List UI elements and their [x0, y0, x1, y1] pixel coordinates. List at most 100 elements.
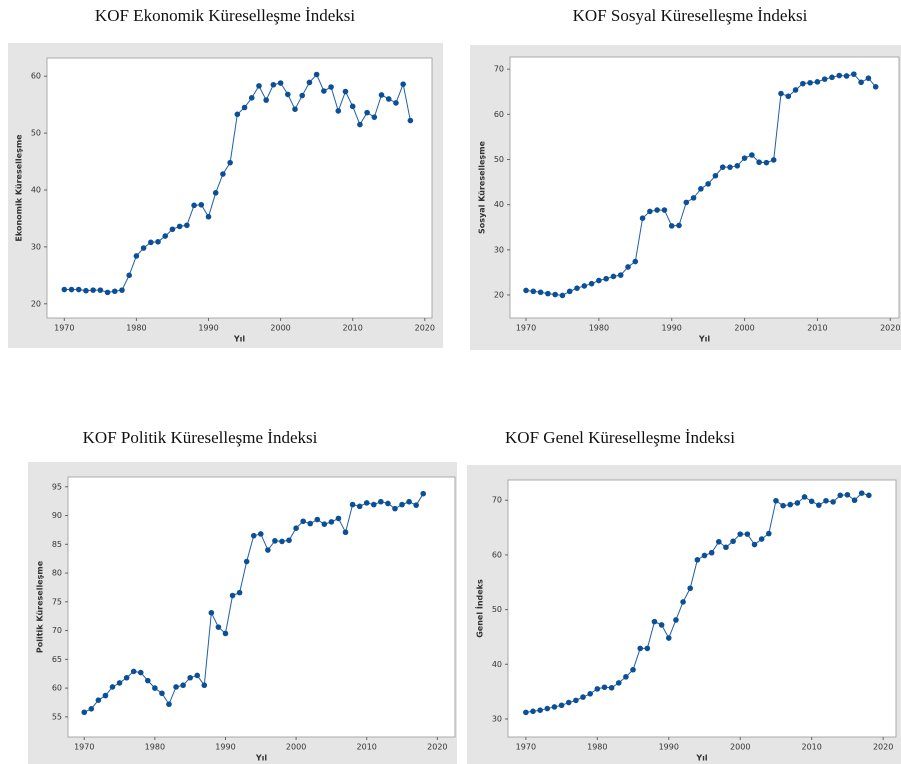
- data-point: [668, 223, 675, 229]
- data-point: [400, 81, 406, 87]
- data-point: [694, 557, 701, 563]
- data-point: [851, 497, 858, 504]
- data-point: [647, 208, 653, 215]
- data-point: [705, 181, 711, 187]
- plot-area: [67, 476, 456, 738]
- x-tick-label: 2020: [880, 324, 900, 333]
- data-point: [801, 494, 808, 500]
- x-tick-label: 2010: [802, 743, 822, 752]
- data-point: [851, 71, 857, 77]
- data-point: [97, 287, 104, 293]
- data-point: [130, 668, 137, 675]
- y-tick-label: 70: [492, 496, 502, 505]
- data-point: [169, 226, 176, 233]
- data-point: [865, 75, 872, 82]
- data-point: [407, 117, 414, 124]
- y-tick-label: 60: [494, 110, 504, 119]
- data-point: [858, 79, 864, 86]
- x-tick-label: 1970: [516, 324, 536, 333]
- y-tick-label: 65: [52, 655, 62, 664]
- data-point: [328, 84, 334, 90]
- data-point: [523, 709, 529, 716]
- data-point: [342, 529, 349, 536]
- data-point: [406, 498, 412, 505]
- data-point: [159, 690, 165, 697]
- data-point: [277, 80, 284, 86]
- data-point: [293, 525, 299, 531]
- y-tick-label: 95: [52, 482, 62, 491]
- data-point: [68, 286, 75, 293]
- data-point: [370, 501, 377, 508]
- data-point: [272, 538, 278, 544]
- data-point: [176, 223, 183, 230]
- data-point: [393, 100, 399, 106]
- x-tick-label: 1980: [126, 324, 146, 333]
- data-point: [205, 213, 212, 220]
- data-point: [357, 121, 363, 128]
- data-point: [250, 532, 257, 539]
- data-point: [392, 505, 398, 512]
- data-point: [119, 287, 125, 293]
- data-point: [780, 502, 786, 509]
- data-point: [676, 222, 682, 229]
- data-point: [88, 706, 95, 712]
- chart: KOF Sosyal Küreselleşme İndeksi 1970 1980 1…: [470, 6, 901, 350]
- data-point: [766, 530, 772, 537]
- data-point: [723, 544, 729, 551]
- data-point: [858, 490, 865, 496]
- data-point: [152, 685, 158, 691]
- data-point: [328, 519, 335, 525]
- data-point: [220, 171, 226, 177]
- data-point: [285, 91, 291, 98]
- data-point: [749, 152, 755, 158]
- x-tick-label: 1970: [516, 743, 536, 752]
- data-point: [698, 186, 704, 192]
- data-point: [727, 164, 733, 170]
- y-tick-label: 20: [31, 299, 41, 308]
- x-tick-label: 1970: [74, 743, 94, 752]
- y-axis-label: Genel İndeks: [475, 579, 485, 638]
- data-point: [162, 233, 169, 239]
- data-point: [364, 109, 370, 116]
- data-point: [658, 622, 665, 628]
- data-point: [866, 492, 872, 499]
- data-point: [588, 280, 595, 287]
- y-tick-label: 40: [31, 185, 41, 194]
- data-point: [544, 705, 551, 712]
- data-point: [148, 239, 154, 246]
- data-point: [413, 502, 419, 508]
- data-point: [263, 97, 269, 103]
- data-point: [654, 207, 660, 213]
- data-point: [737, 531, 744, 537]
- data-point: [719, 164, 726, 170]
- x-tick-label: 1980: [587, 743, 607, 752]
- data-point: [307, 520, 314, 527]
- data-point: [180, 682, 186, 689]
- data-point: [708, 549, 715, 556]
- chart-title: KOF Genel Küreselleşme İndeksi: [505, 428, 735, 447]
- y-tick-label: 30: [494, 245, 504, 254]
- data-point: [257, 531, 264, 537]
- data-point: [212, 190, 219, 196]
- y-tick-label: 90: [52, 511, 62, 520]
- data-point: [248, 95, 255, 101]
- data-point: [198, 201, 205, 208]
- data-point: [814, 79, 821, 85]
- data-point: [201, 682, 208, 689]
- data-point: [712, 172, 719, 179]
- data-point: [566, 288, 573, 295]
- y-tick-label: 55: [52, 712, 62, 721]
- data-point: [734, 163, 741, 169]
- data-point: [630, 666, 636, 673]
- data-point: [610, 273, 617, 280]
- y-tick-label: 50: [494, 155, 504, 164]
- data-point: [807, 79, 813, 86]
- data-point: [580, 694, 586, 700]
- x-tick-label: 2010: [343, 324, 363, 333]
- data-point: [194, 672, 201, 679]
- data-point: [126, 272, 132, 279]
- y-tick-label: 70: [52, 626, 62, 635]
- y-tick-label: 60: [31, 72, 41, 81]
- data-point: [356, 503, 363, 510]
- y-tick-label: 75: [52, 597, 62, 606]
